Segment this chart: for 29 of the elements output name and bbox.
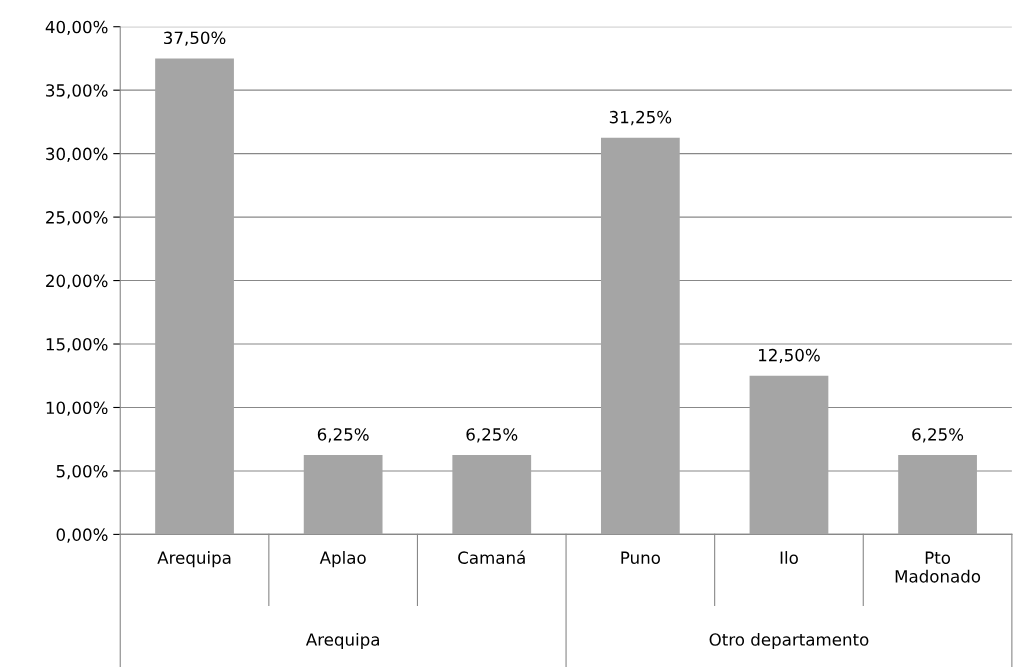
y-tick-label: 15,00% [46, 337, 108, 353]
data-label: 6,25% [466, 428, 518, 443]
x-tick-label: Pto Madonado [895, 551, 981, 583]
y-tick-label: 35,00% [46, 84, 108, 99]
y-tick-label: 30,00% [46, 147, 108, 162]
data-label: 6,25% [317, 428, 369, 443]
text: Arequipa [305, 632, 379, 650]
bar [600, 137, 680, 535]
y-tick-label: 5,00% [56, 464, 108, 480]
text: Otro departamento [709, 632, 869, 650]
x-tick-label: Camaná [458, 550, 525, 564]
y-tick-label: 40,00% [45, 20, 108, 35]
y-tick-label: 0,00% [56, 528, 108, 543]
data-label: 12,50% [759, 348, 820, 364]
bar [452, 455, 532, 535]
data-label: 6,25% [912, 428, 964, 443]
x-tick-label: Arequipa [157, 551, 231, 568]
data-label: 31,25% [609, 110, 672, 126]
x-tick-label: Ilo [780, 551, 798, 564]
y-tick-label: 20,00% [46, 274, 108, 289]
bar [898, 455, 977, 535]
bar [155, 58, 234, 535]
bar [303, 455, 383, 535]
x-tick-label: Puno [621, 551, 660, 564]
bar [749, 375, 829, 535]
y-tick-label: 10,00% [46, 401, 108, 416]
data-label: 37,50% [164, 31, 226, 46]
y-tick-label: 25,00% [46, 211, 108, 226]
x-tick-label: Aplao [319, 551, 366, 568]
